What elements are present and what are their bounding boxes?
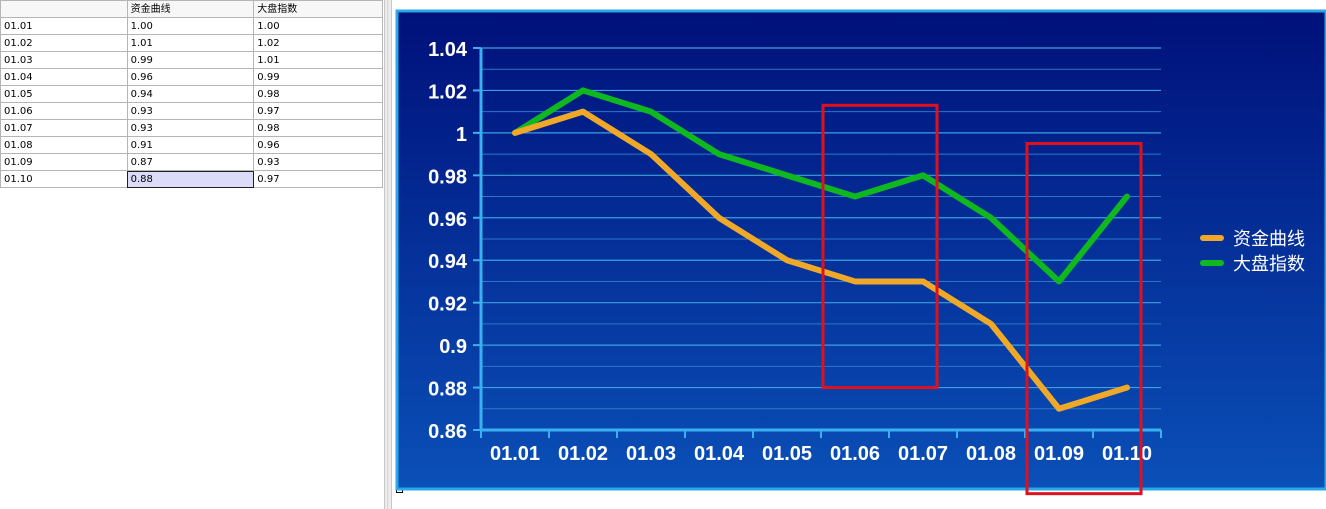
x-tick-label: 01.08 <box>966 443 1016 465</box>
y-tick-label: 0.9 <box>439 336 467 358</box>
x-tick-label: 01.09 <box>1034 443 1084 465</box>
table-row: 01.02 1.01 1.02 <box>0 34 383 52</box>
x-tick-label: 01.06 <box>830 443 880 465</box>
x-tick-label: 01.02 <box>558 443 608 465</box>
x-tick-label: 01.07 <box>898 443 948 465</box>
date-cell[interactable]: 01.02 <box>0 34 128 52</box>
y-tick-label: 1.02 <box>428 81 467 103</box>
value-cell[interactable]: 0.91 <box>126 136 255 154</box>
chart-background <box>395 9 1326 491</box>
y-tick-label: 0.96 <box>428 209 467 231</box>
table-row: 01.01 1.00 1.00 <box>0 17 383 35</box>
value-cell[interactable]: 0.94 <box>126 85 255 103</box>
header-cell[interactable]: 大盘指数 <box>253 0 383 18</box>
y-tick-label: 1.04 <box>428 39 468 61</box>
x-tick-label: 01.03 <box>626 443 676 465</box>
table-row: 01.07 0.93 0.98 <box>0 119 383 137</box>
grid-lines <box>481 47 1161 410</box>
series-line <box>512 87 1130 285</box>
date-cell[interactable]: 01.07 <box>0 119 128 137</box>
legend-label: 资金曲线 <box>1233 229 1305 250</box>
value-cell[interactable]: 1.00 <box>253 17 383 35</box>
x-tick-label: 01.10 <box>1102 443 1152 465</box>
y-tick-label: 0.98 <box>428 166 467 188</box>
x-tick-label: 01.01 <box>490 443 540 465</box>
value-cell[interactable]: 1.01 <box>253 51 383 69</box>
value-cell[interactable]: 0.98 <box>253 119 383 137</box>
value-cell[interactable]: 1.01 <box>126 34 255 52</box>
tick-labels: 0.86 0.88 0.9 0.92 0.94 0.96 0.98 1 1.02 1.04 01.0… <box>428 39 1152 465</box>
date-cell[interactable]: 01.03 <box>0 51 128 69</box>
value-cell[interactable]: 0.97 <box>253 102 383 120</box>
series-lines <box>512 87 1130 412</box>
table-row: 01.03 0.99 1.01 <box>0 51 383 69</box>
table-row: 01.08 0.91 0.96 <box>0 136 383 154</box>
value-cell[interactable]: 0.93 <box>126 119 255 137</box>
value-cell[interactable]: 0.96 <box>253 136 383 154</box>
date-cell[interactable]: 01.06 <box>0 102 128 120</box>
header-cell[interactable]: 资金曲线 <box>126 0 255 18</box>
header-cell[interactable] <box>0 0 128 18</box>
line-chart[interactable]: 0.86 0.88 0.9 0.92 0.94 0.96 0.98 1 1.02 1.04 01.0… <box>393 6 1326 496</box>
y-tick-label: 1 <box>456 124 467 146</box>
y-tick-label: 0.94 <box>428 251 468 273</box>
table-header-row: 资金曲线 大盘指数 <box>0 0 383 18</box>
annotations <box>821 103 1143 496</box>
highlight-box <box>1025 142 1143 496</box>
table-row: 01.06 0.93 0.97 <box>0 102 383 120</box>
value-cell[interactable]: 0.97 <box>253 170 383 188</box>
value-cell[interactable]: 0.88 <box>126 170 255 188</box>
value-cell[interactable]: 0.99 <box>126 51 255 69</box>
x-tick-label: 01.05 <box>762 443 812 465</box>
spreadsheet-panel: 资金曲线 大盘指数 01.01 1.00 1.00 01.02 1.01 1.02 01.03 0… <box>0 0 383 509</box>
date-cell[interactable]: 01.09 <box>0 153 128 171</box>
legend-label: 大盘指数 <box>1233 254 1305 275</box>
date-cell[interactable]: 01.01 <box>0 17 128 35</box>
value-cell[interactable]: 0.99 <box>253 68 383 86</box>
value-cell[interactable]: 0.87 <box>126 153 255 171</box>
value-cell[interactable]: 0.96 <box>126 68 255 86</box>
value-cell[interactable]: 0.93 <box>253 153 383 171</box>
y-tick-label: 0.92 <box>428 294 467 316</box>
y-tick-label: 0.86 <box>428 421 467 443</box>
date-cell[interactable]: 01.10 <box>0 170 128 188</box>
date-cell[interactable]: 01.04 <box>0 68 128 86</box>
series-line <box>512 108 1130 412</box>
value-cell[interactable]: 0.93 <box>126 102 255 120</box>
value-cell[interactable]: 0.98 <box>253 85 383 103</box>
date-cell[interactable]: 01.08 <box>0 136 128 154</box>
table-row: 01.04 0.96 0.99 <box>0 68 383 86</box>
table-row: 01.09 0.87 0.93 <box>0 153 383 171</box>
value-cell[interactable]: 1.00 <box>126 17 255 35</box>
value-cell[interactable]: 1.02 <box>253 34 383 52</box>
axes <box>473 47 1162 438</box>
data-table: 资金曲线 大盘指数 01.01 1.00 1.00 01.02 1.01 1.02 01.03 0… <box>0 0 383 188</box>
table-row: 01.10 0.88 0.97 <box>0 170 383 188</box>
date-cell[interactable]: 01.05 <box>0 85 128 103</box>
panel-splitter[interactable] <box>384 0 392 509</box>
x-tick-label: 01.04 <box>694 443 745 465</box>
y-tick-label: 0.88 <box>428 379 467 401</box>
highlight-box <box>821 103 939 390</box>
table-row: 01.05 0.94 0.98 <box>0 85 383 103</box>
